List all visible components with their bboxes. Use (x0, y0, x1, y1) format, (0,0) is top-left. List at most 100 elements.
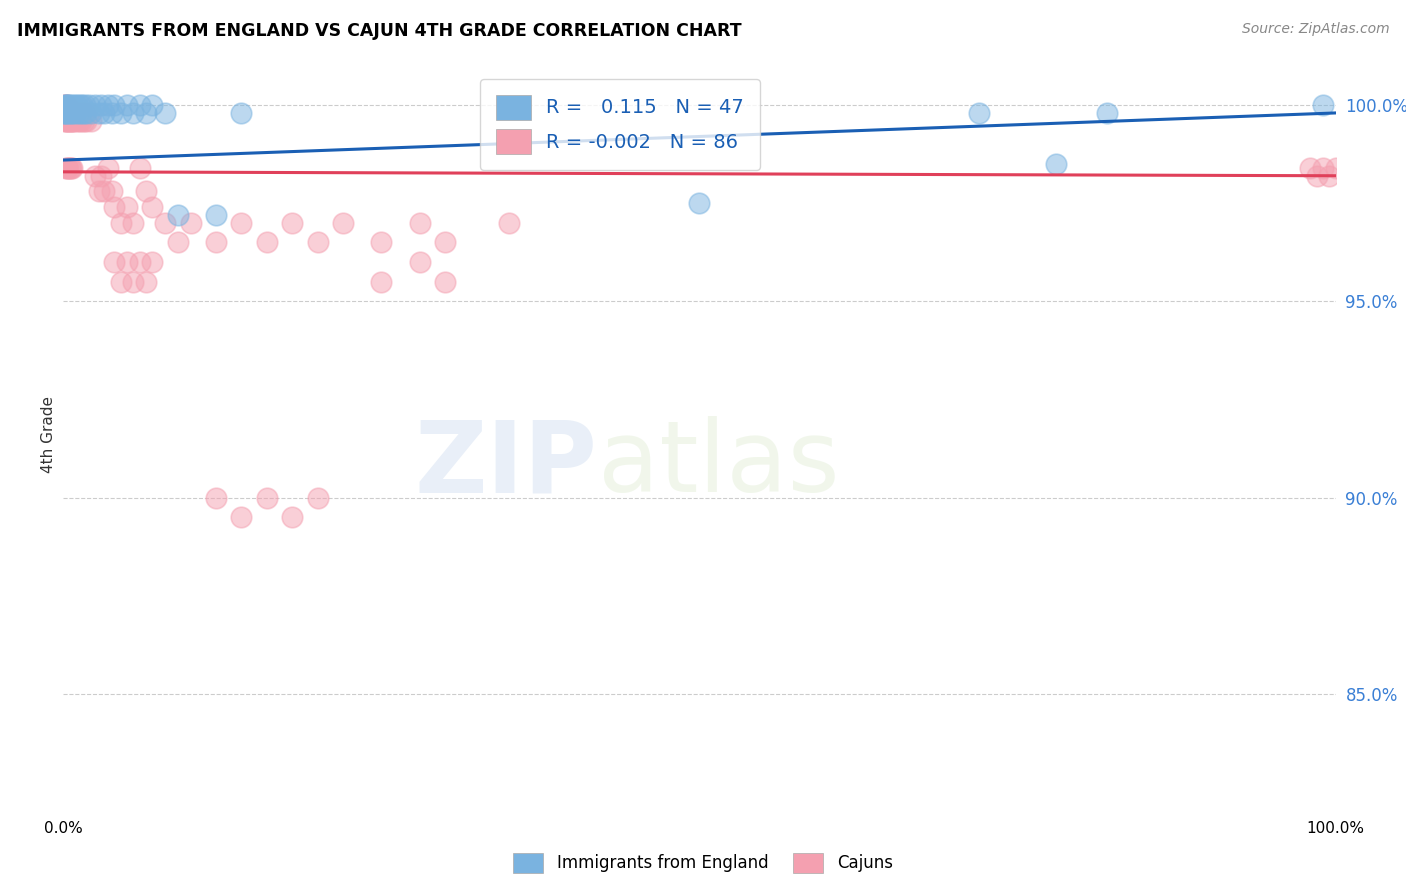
Point (370, 275, 392, 289)
Point (56, 98, 79, 112)
Point (69, 106, 91, 120)
Point (59, 106, 82, 120)
Point (307, 491, 329, 505)
Point (55, 98, 77, 112)
Point (56, 98, 79, 112)
Point (100, 185, 122, 199)
Point (370, 235, 392, 250)
Point (80, 106, 103, 120)
Point (62, 106, 84, 120)
Point (141, 98, 163, 112)
Legend: Immigrants from England, Cajuns: Immigrants from England, Cajuns (506, 847, 900, 880)
Point (153, 216, 176, 230)
Point (66, 106, 89, 120)
Point (433, 275, 456, 289)
Point (90, 98, 112, 112)
Point (60, 98, 83, 112)
Point (53, 98, 76, 112)
Point (58, 106, 80, 120)
Point (56, 106, 79, 120)
Point (52, 98, 75, 112)
Point (408, 216, 430, 230)
Point (55, 113, 77, 128)
Point (110, 275, 132, 289)
Point (256, 491, 278, 505)
Point (231, 106, 253, 120)
Point (84, 98, 107, 112)
Point (72, 106, 94, 120)
Point (60, 113, 83, 128)
Point (77, 106, 100, 120)
Point (231, 216, 253, 230)
Point (1312, 98, 1334, 112)
Point (63, 106, 86, 120)
Point (141, 200, 163, 214)
Point (59, 106, 82, 120)
Point (122, 106, 145, 120)
Point (115, 98, 138, 112)
Point (307, 235, 329, 250)
Point (128, 161, 150, 175)
Point (97, 98, 120, 112)
Point (80, 113, 103, 128)
Point (141, 255, 163, 269)
Point (256, 235, 278, 250)
Point (122, 275, 145, 289)
Point (1305, 169, 1327, 183)
Point (128, 98, 150, 112)
Point (53, 113, 76, 128)
Point (128, 255, 150, 269)
Point (65, 106, 87, 120)
Point (115, 255, 138, 269)
Point (1299, 161, 1322, 175)
Point (87, 185, 110, 199)
Point (59, 106, 82, 120)
Point (1324, 161, 1347, 175)
Point (281, 216, 304, 230)
Point (62, 106, 84, 120)
Point (67, 106, 90, 120)
Point (52, 106, 75, 120)
Point (59, 98, 82, 112)
Point (166, 235, 188, 250)
Point (63, 98, 86, 112)
Point (58, 98, 80, 112)
Point (153, 106, 176, 120)
Point (498, 216, 520, 230)
Point (122, 216, 145, 230)
Y-axis label: 4th Grade: 4th Grade (41, 396, 56, 474)
Point (100, 106, 122, 120)
Point (110, 216, 132, 230)
Point (135, 275, 157, 289)
Point (205, 208, 228, 222)
Point (90, 169, 112, 183)
Point (72, 113, 94, 128)
Point (56, 106, 79, 120)
Point (231, 510, 253, 524)
Point (55, 161, 77, 175)
Point (73, 106, 96, 120)
Point (53, 98, 76, 112)
Point (59, 161, 82, 175)
Point (110, 106, 132, 120)
Point (75, 113, 97, 128)
Point (689, 196, 711, 211)
Legend: R =   0.115   N = 47, R = -0.002   N = 86: R = 0.115 N = 47, R = -0.002 N = 86 (481, 79, 759, 169)
Point (55, 106, 77, 120)
Point (58, 161, 80, 175)
Point (59, 113, 82, 128)
Point (332, 216, 354, 230)
Point (135, 185, 157, 199)
Text: ZIP: ZIP (415, 417, 598, 514)
Point (55, 106, 77, 120)
Point (87, 106, 110, 120)
Point (1095, 106, 1118, 120)
Point (56, 161, 79, 175)
Point (281, 510, 304, 524)
Point (84, 169, 107, 183)
Point (115, 200, 138, 214)
Point (93, 106, 115, 120)
Point (72, 106, 94, 120)
Point (65, 106, 87, 120)
Point (205, 491, 228, 505)
